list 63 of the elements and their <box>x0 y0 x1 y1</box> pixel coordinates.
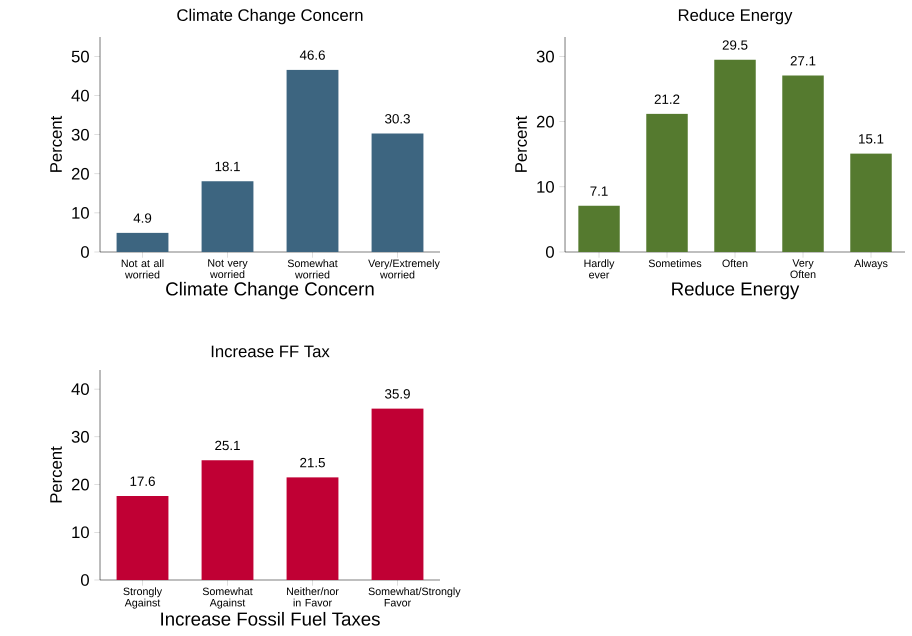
data-label: 4.9 <box>134 213 152 223</box>
y-tick-label: 10 <box>537 180 554 193</box>
x-tick-label: Sometimes <box>648 259 702 268</box>
data-label: 27.1 <box>790 56 816 66</box>
bar <box>202 460 254 580</box>
y-tick-label: 30 <box>72 128 89 141</box>
bar <box>116 496 168 580</box>
x-axis-title: Increase Fossil Fuel Taxes <box>161 612 380 626</box>
x-tick-label: Hardly ever <box>584 259 614 278</box>
x-tick-label: Always <box>854 259 888 270</box>
bar <box>372 134 424 252</box>
y-tick-label: 0 <box>80 574 89 586</box>
bar <box>372 408 424 580</box>
data-label: 30.3 <box>385 114 410 124</box>
data-label: 15.1 <box>859 134 884 144</box>
y-tick-label: 40 <box>71 90 89 102</box>
data-label: 35.9 <box>385 389 410 399</box>
data-label: 46.6 <box>300 50 325 60</box>
x-tick-label: Very/Extremely worried <box>368 259 440 278</box>
x-tick-label: Not at all worried <box>122 259 164 278</box>
chart-title: Reduce Energy <box>678 8 792 24</box>
data-label: 17.6 <box>130 476 155 486</box>
bar <box>714 60 756 252</box>
y-axis-title: Percent <box>50 446 62 502</box>
y-axis-title: Percent <box>50 116 62 172</box>
x-tick-label: Not very worried <box>208 259 248 278</box>
x-axis-title: Reduce Energy <box>672 282 800 300</box>
data-label: 29.5 <box>722 40 748 50</box>
bar <box>578 206 620 252</box>
y-tick-label: 30 <box>536 50 554 62</box>
data-label: 21.2 <box>654 94 680 104</box>
bar <box>646 114 688 252</box>
y-tick-label: 10 <box>72 207 89 219</box>
x-tick-label: Somewhat worried <box>288 259 338 278</box>
y-tick-label: 30 <box>72 430 89 443</box>
chart-title: Climate Change Concern <box>177 8 362 24</box>
y-tick-label: 0 <box>546 246 554 258</box>
x-tick-label: Very Often <box>790 259 816 278</box>
x-axis-title: Climate Change Concern <box>166 282 374 300</box>
x-tick-label: Often <box>722 259 748 268</box>
y-tick-label: 20 <box>72 478 89 490</box>
data-label: 7.1 <box>590 186 608 196</box>
bar <box>286 477 338 580</box>
y-tick-label: 20 <box>72 168 89 180</box>
y-tick-label: 50 <box>72 50 89 62</box>
data-label: 21.5 <box>300 458 325 468</box>
bar <box>850 154 892 252</box>
x-tick-label: Somewhat Against <box>202 587 253 609</box>
x-tick-label: Neither/nor in Favor <box>287 587 339 606</box>
y-tick-label: 0 <box>80 246 89 258</box>
y-tick-label: 10 <box>72 526 89 538</box>
bar <box>782 75 824 252</box>
bar <box>286 70 338 252</box>
bar <box>202 181 254 252</box>
y-tick-label: 40 <box>71 383 89 395</box>
data-label: 25.1 <box>215 440 240 450</box>
bar <box>116 232 168 252</box>
y-axis-title: Percent <box>515 116 527 172</box>
x-tick-label: Somewhat/Strongly Favor <box>368 587 461 606</box>
chart-title: Increase FF Tax <box>212 346 330 358</box>
y-tick-label: 20 <box>536 116 554 128</box>
data-label: 18.1 <box>216 162 240 172</box>
x-tick-label: Strongly Against <box>123 587 162 609</box>
